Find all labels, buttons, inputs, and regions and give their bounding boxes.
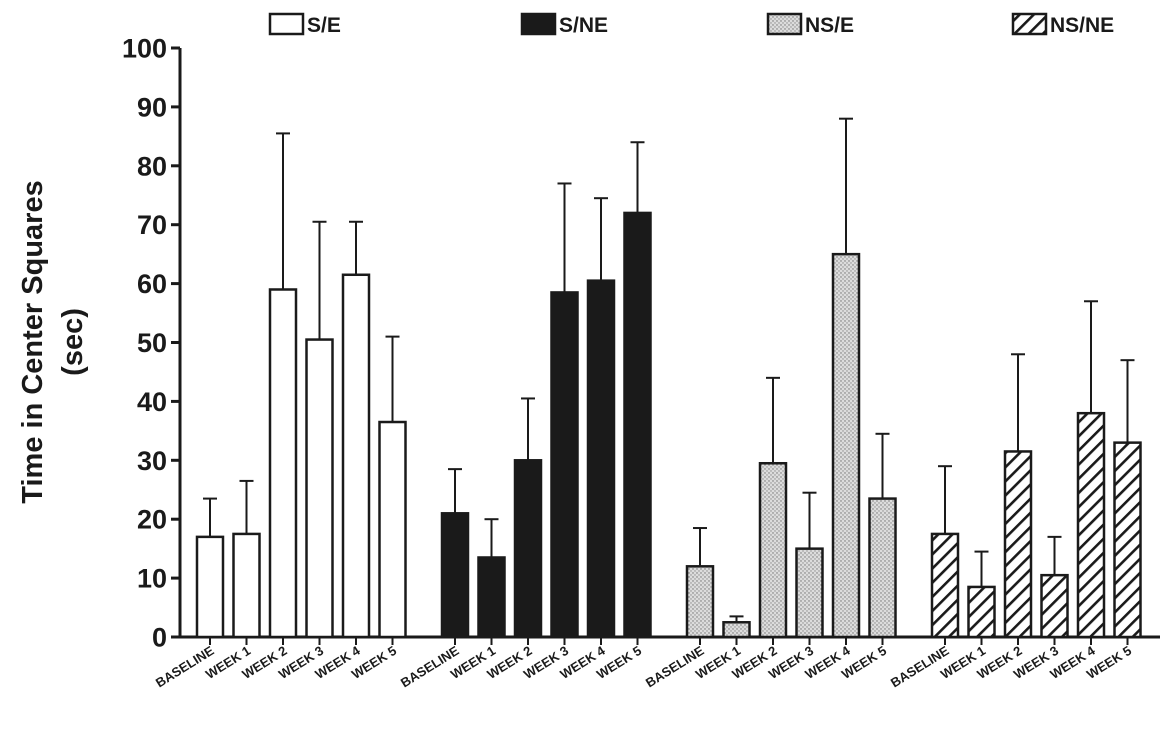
legend-swatch bbox=[268, 12, 305, 36]
bar bbox=[1003, 450, 1033, 639]
bar bbox=[513, 459, 543, 639]
bar bbox=[758, 461, 788, 639]
legend-swatch bbox=[1011, 12, 1048, 36]
y-tick-label: 70 bbox=[137, 210, 167, 240]
y-tick-label: 50 bbox=[137, 328, 167, 358]
bar bbox=[930, 532, 960, 639]
bar bbox=[268, 288, 298, 639]
legend-label: NS/NE bbox=[1050, 14, 1114, 37]
legend-label: NS/E bbox=[805, 14, 854, 37]
legend-swatch bbox=[520, 12, 557, 36]
legend-label: S/E bbox=[307, 14, 341, 37]
bar bbox=[1076, 411, 1106, 639]
bar bbox=[1113, 441, 1142, 639]
y-axis-label-line2: (sec) bbox=[57, 308, 89, 376]
y-tick-label: 90 bbox=[137, 92, 167, 122]
y-tick-label: 30 bbox=[137, 446, 167, 476]
bar bbox=[195, 535, 225, 639]
y-tick-label: 10 bbox=[137, 564, 167, 594]
y-axis-label-line1: Time in Center Squares bbox=[17, 180, 49, 503]
legend-swatch bbox=[766, 12, 803, 36]
y-tick-label: 0 bbox=[152, 623, 167, 653]
y-tick-label: 100 bbox=[122, 34, 167, 64]
bar bbox=[868, 497, 897, 639]
bar bbox=[623, 211, 652, 639]
legend: S/E S/NE NS/E NS/NE bbox=[268, 12, 1114, 37]
bar bbox=[440, 512, 470, 639]
bar bbox=[685, 565, 715, 639]
legend-label: S/NE bbox=[559, 14, 608, 37]
bar bbox=[722, 621, 751, 639]
bar bbox=[550, 291, 579, 639]
bar bbox=[831, 252, 861, 639]
bar bbox=[232, 532, 261, 639]
bar bbox=[378, 420, 407, 639]
y-tick-label: 80 bbox=[137, 151, 167, 181]
bars-layer bbox=[195, 117, 1142, 639]
bar bbox=[341, 273, 371, 639]
y-tick-label: 60 bbox=[137, 269, 167, 299]
bar bbox=[586, 279, 616, 639]
bar bbox=[477, 556, 506, 639]
y-tick-label: 40 bbox=[137, 387, 167, 417]
y-tick-label: 20 bbox=[137, 505, 167, 535]
bar bbox=[305, 338, 334, 639]
bar bbox=[967, 585, 996, 639]
bar bbox=[795, 547, 824, 639]
bar bbox=[1040, 573, 1069, 639]
